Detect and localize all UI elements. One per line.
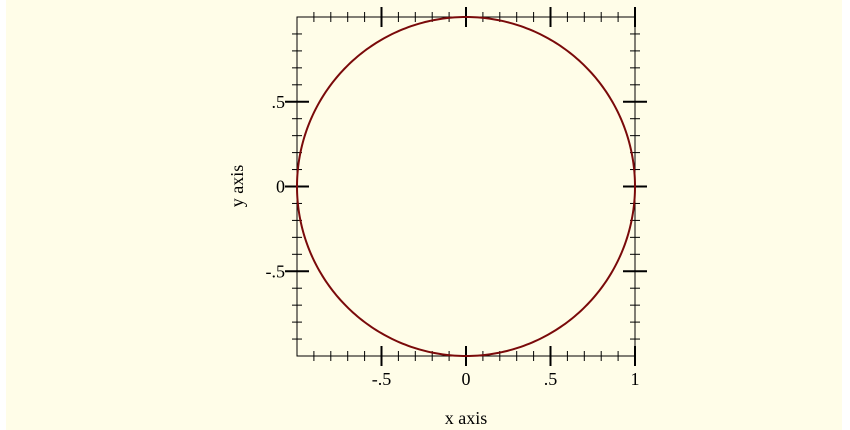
data-curve	[295, 15, 637, 358]
y-axis-label: y axis	[227, 165, 247, 208]
y-tick-label: -.5	[266, 261, 286, 281]
x-tick-label: -.5	[372, 369, 392, 389]
x-axis-label: x axis	[445, 408, 488, 428]
x-tick-label: 0	[462, 369, 471, 389]
minor-ticks	[292, 12, 640, 361]
chart-area	[6, 0, 842, 430]
x-tick-label: .5	[544, 369, 558, 389]
x-tick-label: 1	[631, 369, 640, 389]
tick-labels: -.5 0 .5 1 .5 0 -.5	[266, 92, 640, 389]
major-ticks	[285, 7, 647, 366]
plot-frame	[296, 16, 636, 357]
y-tick-label: .5	[272, 92, 286, 112]
y-tick-label: 0	[276, 177, 285, 197]
